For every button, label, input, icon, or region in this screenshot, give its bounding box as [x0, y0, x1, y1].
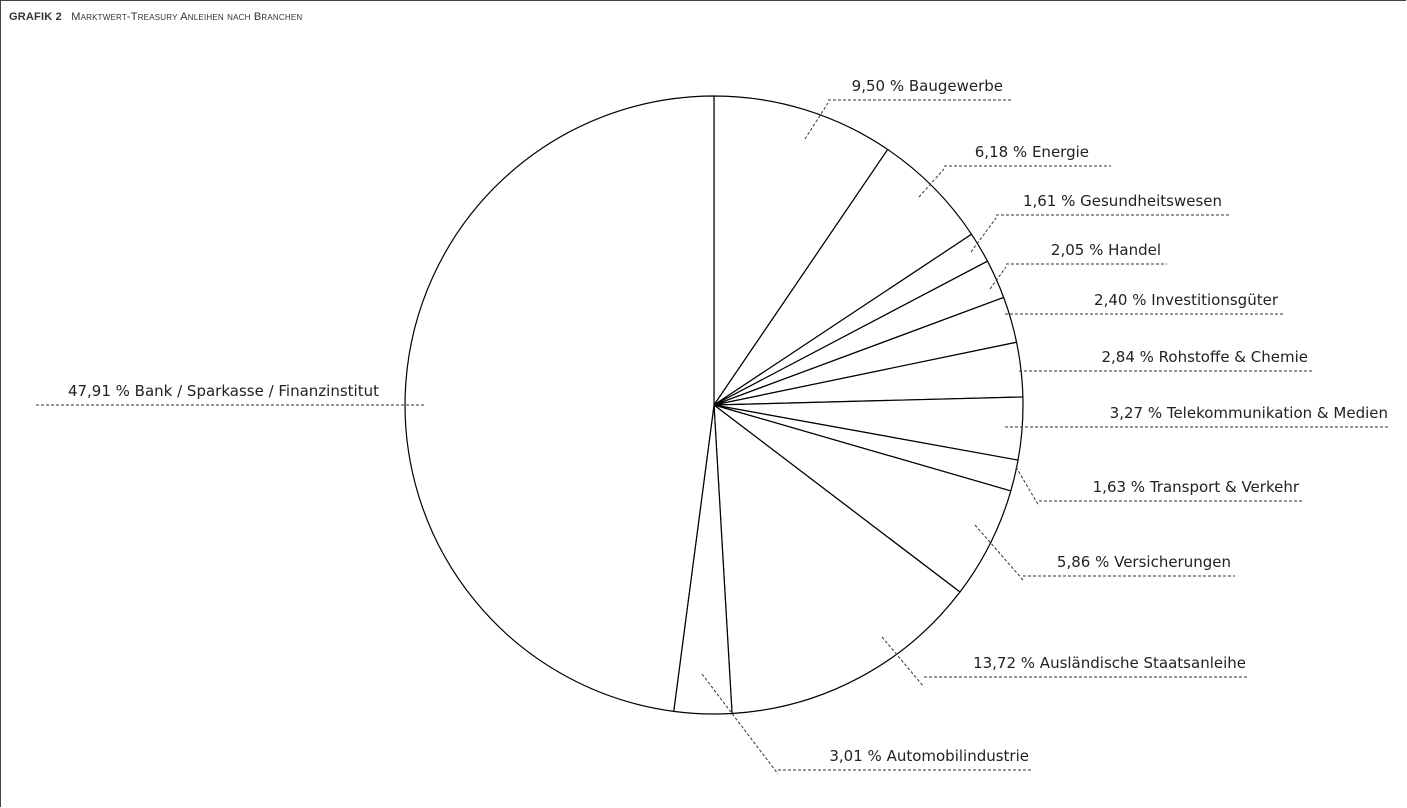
- slice-label-5: 2,40 % Investitionsgüter: [1094, 291, 1279, 309]
- label-leader-1: [804, 102, 829, 140]
- pie-slice-1: [713, 95, 889, 406]
- slice-label-8: 1,63 % Transport & Verkehr: [1093, 478, 1300, 496]
- label-leaders: [36, 99, 1390, 775]
- slice-label-6: 2,84 % Rohstoffe & Chemie: [1101, 348, 1308, 366]
- label-leader-4: [989, 266, 1007, 290]
- label-leader-10: [881, 636, 925, 688]
- label-leader-8: [1015, 466, 1040, 507]
- slice-label-7: 3,27 % Telekommunikation & Medien: [1110, 404, 1388, 422]
- label-leader-11: [701, 673, 779, 775]
- slice-label-3: 1,61 % Gesundheitswesen: [1023, 192, 1222, 210]
- label-leader-3: [970, 217, 997, 253]
- label-leader-2: [918, 168, 945, 198]
- slice-label-4: 2,05 % Handel: [1051, 241, 1161, 259]
- pie-slice-2: [713, 148, 973, 406]
- figure-title: Marktwert-Treasury Anleihen nach Branche…: [71, 11, 303, 23]
- slice-label-10: 13,72 % Ausländische Staatsanleihe: [973, 654, 1246, 672]
- slice-label-12: 47,91 % Bank / Sparkasse / Finanzinstitu…: [68, 382, 379, 400]
- slice-label-11: 3,01 % Automobilindustrie: [829, 747, 1029, 765]
- figure-caption: Grafik 2 Marktwert-Treasury Anleihen nac…: [9, 11, 302, 23]
- slice-labels: 9,50 % Baugewerbe 6,18 % Energie 1,61 % Ge…: [68, 77, 1388, 765]
- pie-slice-10: [713, 404, 961, 715]
- slice-label-2: 6,18 % Energie: [975, 143, 1089, 161]
- pie-slice-12: [404, 95, 715, 712]
- pie-slices: [404, 95, 1024, 715]
- slice-label-1: 9,50 % Baugewerbe: [852, 77, 1003, 95]
- figure-number: Grafik 2: [9, 11, 62, 23]
- slice-label-9: 5,86 % Versicherungen: [1057, 553, 1231, 571]
- label-leader-9: [974, 524, 1024, 581]
